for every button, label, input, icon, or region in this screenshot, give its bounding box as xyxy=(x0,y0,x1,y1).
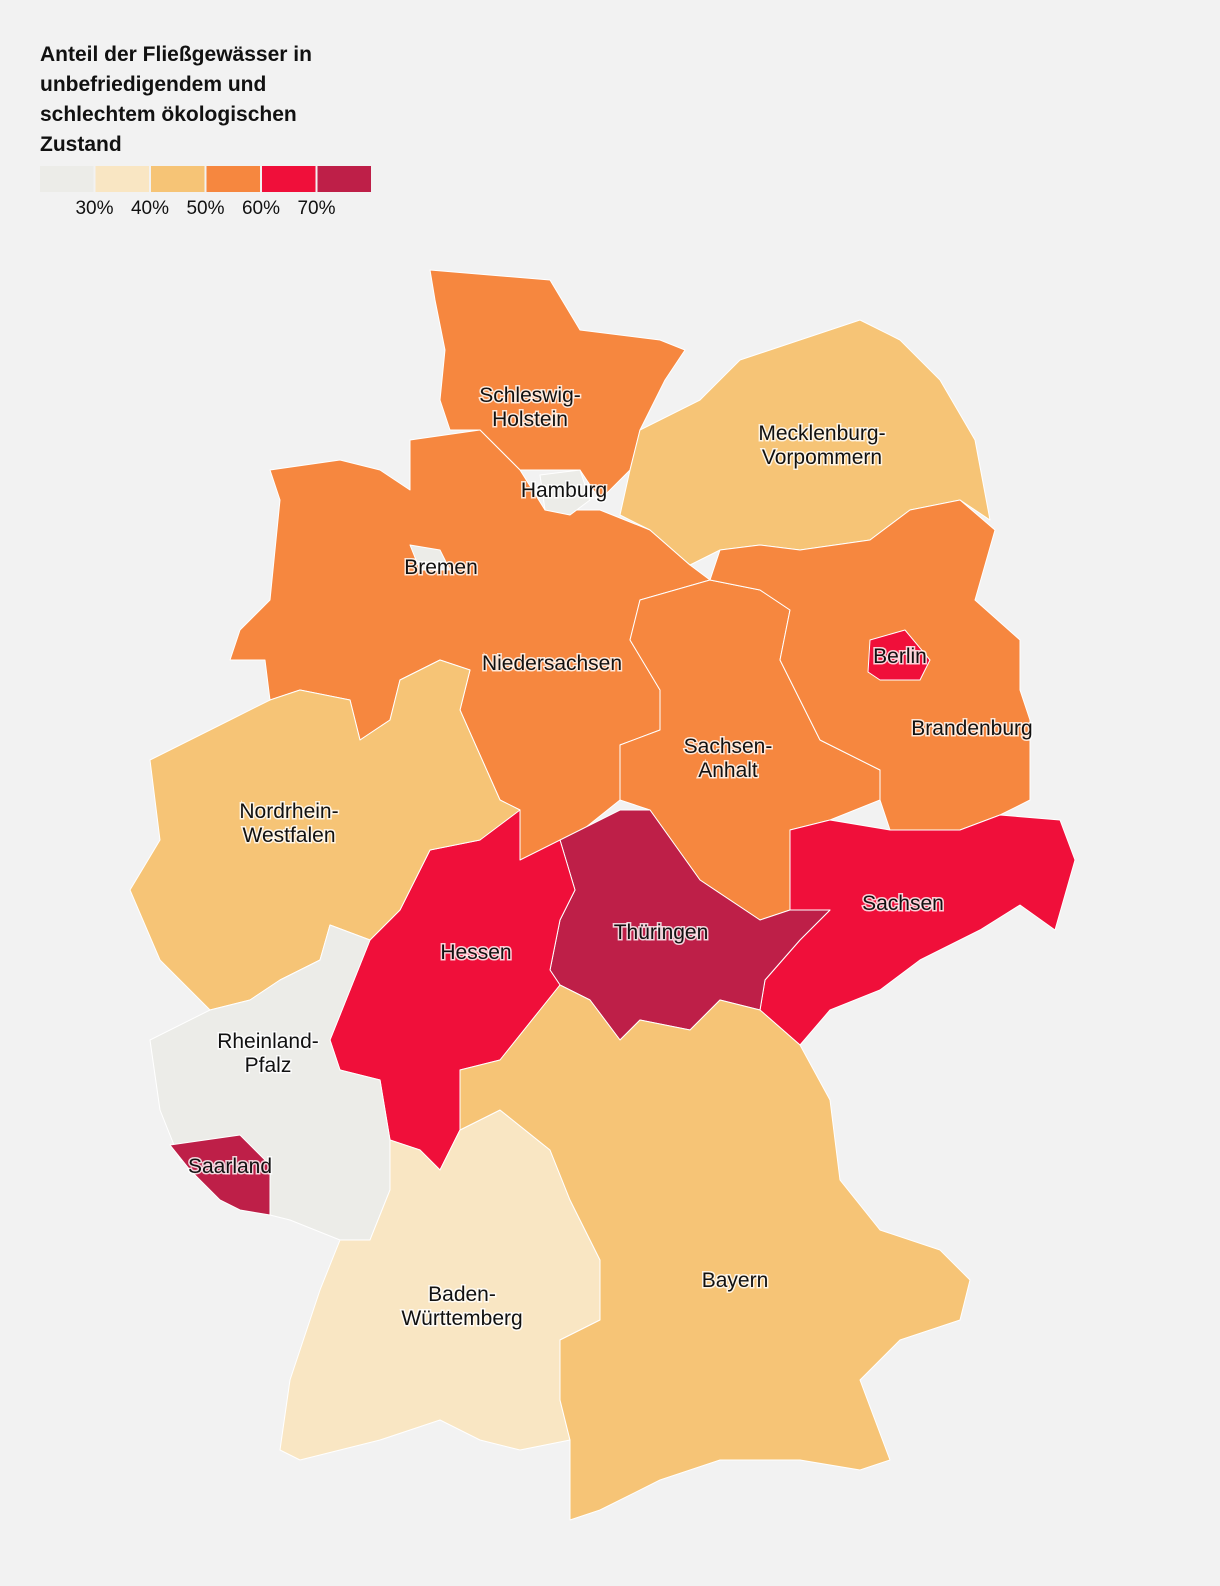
legend-tick-label: 70% xyxy=(297,198,335,219)
state-label: Thüringen xyxy=(614,921,709,944)
state-label: Mecklenburg- xyxy=(758,422,885,445)
state-label: Brandenburg xyxy=(911,717,1032,740)
state-label: Hamburg xyxy=(521,479,607,502)
state-label: Rheinland- xyxy=(217,1030,319,1053)
legend-tick-label: 30% xyxy=(75,198,113,219)
state-label: Holstein xyxy=(492,408,568,431)
state-label: Berlin xyxy=(873,645,927,668)
legend-swatch xyxy=(151,166,205,192)
state xyxy=(409,544,451,571)
state xyxy=(459,984,971,1521)
state-label: Westfalen xyxy=(243,824,336,847)
state-label: Württemberg xyxy=(401,1307,522,1330)
legend-swatch xyxy=(262,166,316,192)
state-label: Saarland xyxy=(188,1155,272,1178)
state xyxy=(867,629,931,681)
state-label: Vorpommern xyxy=(762,446,882,469)
state-label: Sachsen xyxy=(862,892,944,915)
title: Anteil der Fließgewässer in unbefriedige… xyxy=(40,43,312,156)
state-label: Nordrhein- xyxy=(239,800,338,823)
legend-tick-label: 60% xyxy=(242,198,280,219)
legend-swatch xyxy=(206,166,260,192)
state-label: Bayern xyxy=(702,1269,769,1292)
legend-swatch xyxy=(95,166,149,192)
state xyxy=(429,269,686,501)
state-label: Niedersachsen xyxy=(482,652,622,675)
state xyxy=(539,469,591,516)
state-label: Baden- xyxy=(428,1283,496,1306)
legend-swatch xyxy=(317,166,371,192)
state-label: Anhalt xyxy=(698,759,758,782)
legend-tick-label: 50% xyxy=(186,198,224,219)
state-label: Sachsen- xyxy=(684,735,773,758)
state-label: Pfalz xyxy=(245,1054,292,1077)
legend-tick-label: 40% xyxy=(131,198,169,219)
state-label: Hessen xyxy=(440,941,511,964)
state-label: Bremen xyxy=(404,556,478,579)
state xyxy=(169,1134,271,1216)
legend-swatch xyxy=(40,166,94,192)
state-label: Schleswig- xyxy=(479,384,581,407)
